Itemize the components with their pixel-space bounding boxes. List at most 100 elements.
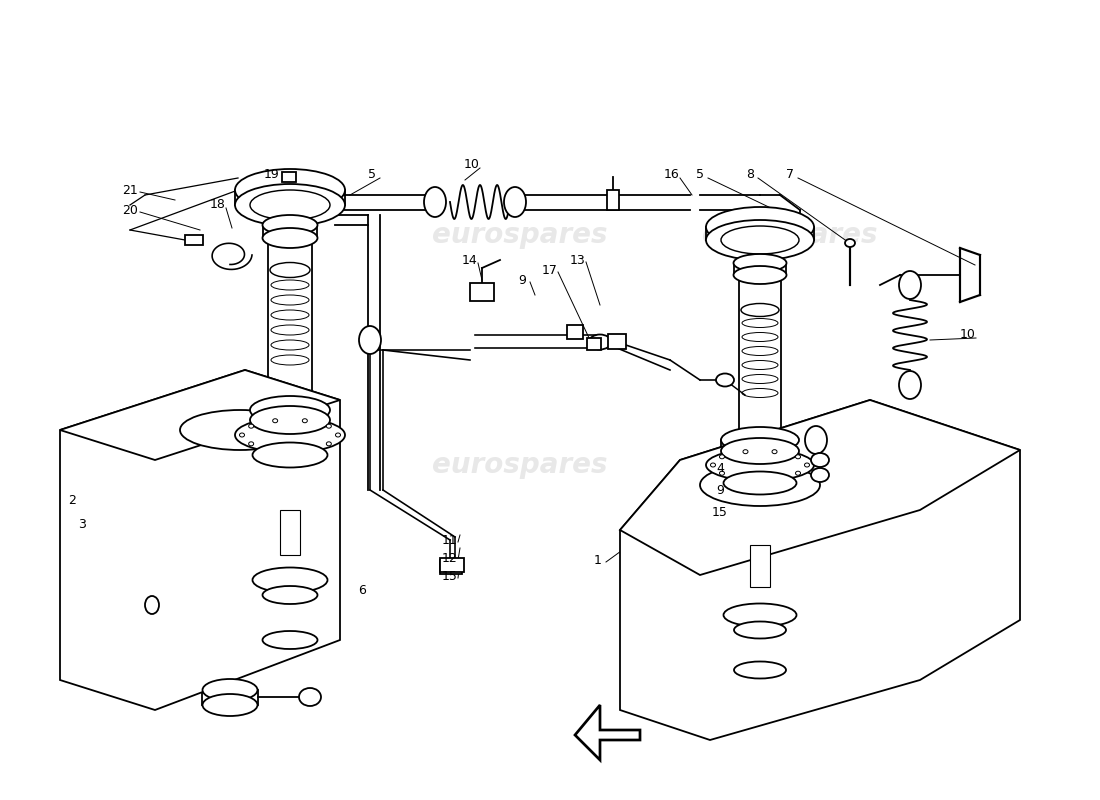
Text: 9: 9 (518, 274, 526, 286)
Ellipse shape (235, 169, 345, 211)
Ellipse shape (719, 454, 725, 458)
Ellipse shape (359, 326, 381, 354)
Ellipse shape (772, 450, 777, 454)
Ellipse shape (270, 262, 310, 278)
Text: 1: 1 (594, 554, 602, 566)
Ellipse shape (720, 427, 799, 453)
Ellipse shape (742, 450, 748, 454)
Text: 4: 4 (716, 462, 724, 474)
Text: eurospares: eurospares (702, 451, 878, 479)
Ellipse shape (588, 334, 610, 350)
Ellipse shape (253, 567, 328, 593)
Ellipse shape (302, 447, 307, 451)
Text: 5: 5 (696, 169, 704, 182)
Ellipse shape (741, 303, 779, 317)
Text: 10: 10 (960, 329, 976, 342)
Text: 18: 18 (210, 198, 225, 211)
Ellipse shape (700, 464, 820, 506)
Text: 16: 16 (664, 169, 680, 182)
Ellipse shape (235, 418, 345, 453)
Ellipse shape (145, 596, 160, 614)
Ellipse shape (250, 396, 330, 424)
Ellipse shape (249, 442, 254, 446)
Ellipse shape (811, 453, 829, 467)
Ellipse shape (804, 463, 810, 467)
Bar (440, 560, 462, 574)
Text: 8: 8 (746, 169, 754, 182)
Ellipse shape (772, 476, 777, 480)
Ellipse shape (899, 371, 921, 399)
Ellipse shape (302, 418, 307, 422)
Polygon shape (60, 370, 340, 710)
Ellipse shape (240, 433, 244, 437)
Ellipse shape (805, 426, 827, 454)
Ellipse shape (742, 476, 748, 480)
Polygon shape (575, 705, 640, 760)
Polygon shape (60, 370, 340, 460)
Bar (750, 545, 770, 587)
Text: eurospares: eurospares (702, 221, 878, 249)
Text: 15: 15 (442, 570, 458, 582)
Ellipse shape (734, 254, 786, 272)
Ellipse shape (273, 447, 277, 451)
Ellipse shape (504, 187, 526, 217)
Bar (607, 190, 619, 210)
Ellipse shape (795, 454, 801, 458)
Text: 3: 3 (78, 518, 86, 531)
Ellipse shape (720, 438, 799, 464)
Text: eurospares: eurospares (432, 221, 607, 249)
Bar (185, 235, 204, 245)
Text: 6: 6 (359, 583, 366, 597)
Ellipse shape (706, 220, 814, 260)
Ellipse shape (263, 586, 318, 604)
Text: 20: 20 (122, 203, 138, 217)
Ellipse shape (720, 226, 799, 254)
Ellipse shape (811, 468, 829, 482)
Text: 2: 2 (68, 494, 76, 506)
Text: 15: 15 (712, 506, 728, 518)
Ellipse shape (734, 662, 786, 678)
Text: eurospares: eurospares (432, 451, 607, 479)
Ellipse shape (424, 187, 446, 217)
Ellipse shape (249, 424, 254, 428)
Ellipse shape (899, 271, 921, 299)
Polygon shape (620, 400, 1020, 575)
Ellipse shape (719, 471, 725, 475)
Ellipse shape (706, 449, 814, 481)
Ellipse shape (250, 406, 330, 434)
Ellipse shape (202, 694, 257, 716)
Ellipse shape (250, 190, 330, 220)
Text: 7: 7 (786, 169, 794, 182)
Ellipse shape (795, 471, 801, 475)
Ellipse shape (734, 622, 786, 638)
Text: 19: 19 (264, 169, 279, 182)
Text: 13: 13 (570, 254, 586, 266)
Bar (608, 334, 626, 349)
Ellipse shape (299, 688, 321, 706)
Bar (440, 558, 464, 572)
Ellipse shape (327, 442, 331, 446)
Ellipse shape (235, 184, 345, 226)
Ellipse shape (202, 679, 257, 701)
Ellipse shape (706, 207, 814, 247)
Ellipse shape (180, 410, 300, 450)
Ellipse shape (263, 228, 318, 248)
Text: 5: 5 (368, 169, 376, 182)
Text: 9: 9 (716, 483, 724, 497)
Ellipse shape (273, 418, 277, 422)
Ellipse shape (263, 215, 318, 235)
Ellipse shape (845, 239, 855, 247)
Ellipse shape (253, 442, 328, 467)
Ellipse shape (724, 471, 796, 494)
Text: 11: 11 (442, 534, 458, 546)
Bar (470, 283, 494, 301)
Text: 17: 17 (542, 263, 558, 277)
Bar (566, 325, 583, 339)
Text: 14: 14 (462, 254, 477, 266)
Bar (280, 510, 300, 555)
Text: 21: 21 (122, 183, 138, 197)
Ellipse shape (716, 374, 734, 386)
Ellipse shape (263, 631, 318, 649)
Polygon shape (620, 400, 1020, 740)
Text: 12: 12 (442, 551, 458, 565)
